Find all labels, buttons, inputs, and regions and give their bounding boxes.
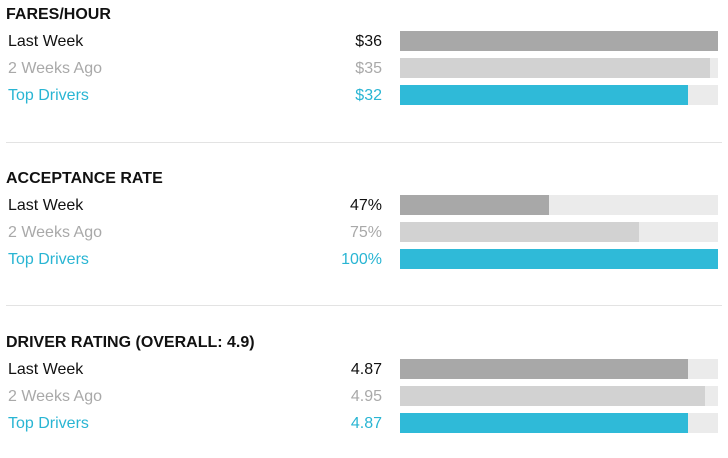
bar-fill	[400, 249, 718, 269]
bar-fill	[400, 413, 688, 433]
row-value: 75%	[349, 224, 382, 241]
row-label: Last Week	[8, 197, 84, 214]
bar-fill	[400, 195, 549, 215]
row-value: $36	[355, 33, 382, 50]
bar-track	[400, 413, 718, 433]
row-label: Last Week	[8, 361, 84, 378]
metric-row-2-weeks-ago: 2 Weeks Ago 4.95	[0, 384, 728, 411]
section-divider	[6, 305, 722, 306]
bar-track	[400, 249, 718, 269]
row-value: $35	[355, 60, 382, 77]
row-value: $32	[355, 87, 382, 104]
row-label: Last Week	[8, 33, 84, 50]
bar-track	[400, 222, 718, 242]
section-title: DRIVER RATING (OVERALL: 4.9)	[6, 334, 255, 351]
bar-fill	[400, 386, 705, 406]
metric-row-last-week: Last Week $36	[0, 29, 728, 56]
bar-track	[400, 386, 718, 406]
metric-row-last-week: Last Week 47%	[0, 193, 728, 220]
metric-row-top-drivers: Top Drivers 100%	[0, 247, 728, 274]
row-value: 100%	[341, 251, 382, 268]
row-label: 2 Weeks Ago	[8, 60, 102, 77]
section-title: FARES/HOUR	[6, 6, 111, 23]
bar-fill	[400, 359, 688, 379]
row-label: 2 Weeks Ago	[8, 224, 102, 241]
row-label: Top Drivers	[8, 415, 89, 432]
row-value: 47%	[349, 197, 382, 214]
section-title: ACCEPTANCE RATE	[6, 170, 163, 187]
bar-fill	[400, 31, 718, 51]
section-divider	[6, 142, 722, 143]
bar-track	[400, 85, 718, 105]
row-value: 4.95	[350, 388, 382, 405]
metric-row-last-week: Last Week 4.87	[0, 357, 728, 384]
fares-per-hour-section: FARES/HOUR Last Week $36 2 Weeks Ago $35…	[0, 0, 728, 130]
bar-fill	[400, 58, 710, 78]
row-label: 2 Weeks Ago	[8, 388, 102, 405]
bar-track	[400, 58, 718, 78]
row-value: 4.87	[350, 415, 382, 432]
metric-row-2-weeks-ago: 2 Weeks Ago 75%	[0, 220, 728, 247]
metric-row-top-drivers: Top Drivers $32	[0, 83, 728, 110]
row-value: 4.87	[350, 361, 382, 378]
driver-rating-section: DRIVER RATING (OVERALL: 4.9) Last Week 4…	[0, 328, 728, 458]
metric-row-2-weeks-ago: 2 Weeks Ago $35	[0, 56, 728, 83]
acceptance-rate-section: ACCEPTANCE RATE Last Week 47% 2 Weeks Ag…	[0, 164, 728, 294]
bar-track	[400, 359, 718, 379]
bar-track	[400, 31, 718, 51]
bar-track	[400, 195, 718, 215]
row-label: Top Drivers	[8, 87, 89, 104]
row-label: Top Drivers	[8, 251, 89, 268]
bar-fill	[400, 222, 639, 242]
bar-fill	[400, 85, 688, 105]
metric-row-top-drivers: Top Drivers 4.87	[0, 411, 728, 438]
